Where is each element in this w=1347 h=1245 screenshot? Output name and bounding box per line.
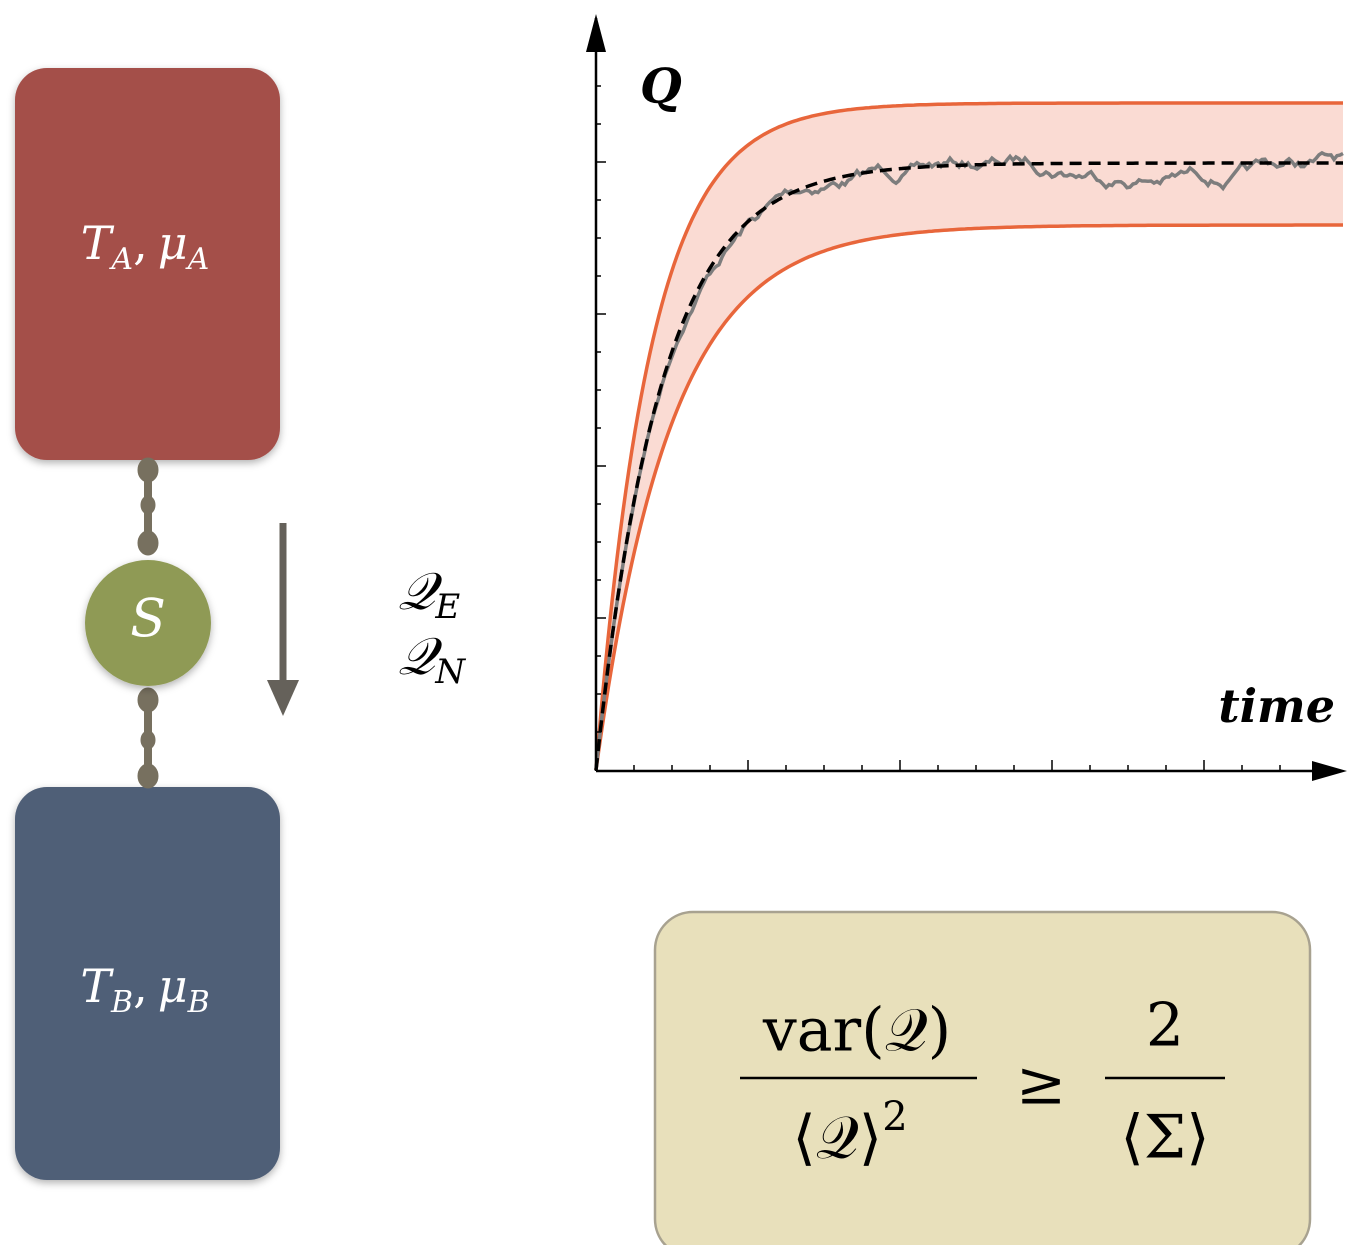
subscript: B [187,985,210,1020]
x-axis-label: time [1218,679,1335,733]
energy-current: 𝒬E [398,562,460,628]
subscript: N [434,652,466,692]
system-label: S [130,590,166,650]
symbol: T [81,216,115,270]
current-arrowhead [267,680,299,716]
subscript: B [110,985,133,1020]
symbol: μ [158,959,188,1013]
right-denominator: ⟨Σ⟩ [1120,1103,1209,1173]
left-numerator: var(𝒬) [762,996,951,1066]
relation: ≥ [1016,1049,1066,1119]
y-axis-label: Q [640,59,682,115]
page: TA,μA TB,μB S 𝒬E 𝒬N Q time var(𝒬) ⟨𝒬⟩2 ≥… [0,0,1347,1245]
separator: , [133,216,148,270]
x-arrowhead [1312,761,1347,781]
y-arrowhead [586,14,606,52]
subscript: A [185,242,210,277]
left-denominator: ⟨𝒬⟩ [792,1103,882,1173]
exponent: 2 [882,1094,907,1140]
right-numerator: 2 [1146,991,1184,1061]
symbol: T [80,959,114,1013]
subscript: A [108,242,133,277]
subscript: E [434,587,460,627]
confidence-band [596,103,1343,770]
separator: , [133,959,148,1013]
symbol: μ [158,216,188,270]
particle-current: 𝒬N [398,627,466,693]
plot: Q time [586,14,1347,781]
